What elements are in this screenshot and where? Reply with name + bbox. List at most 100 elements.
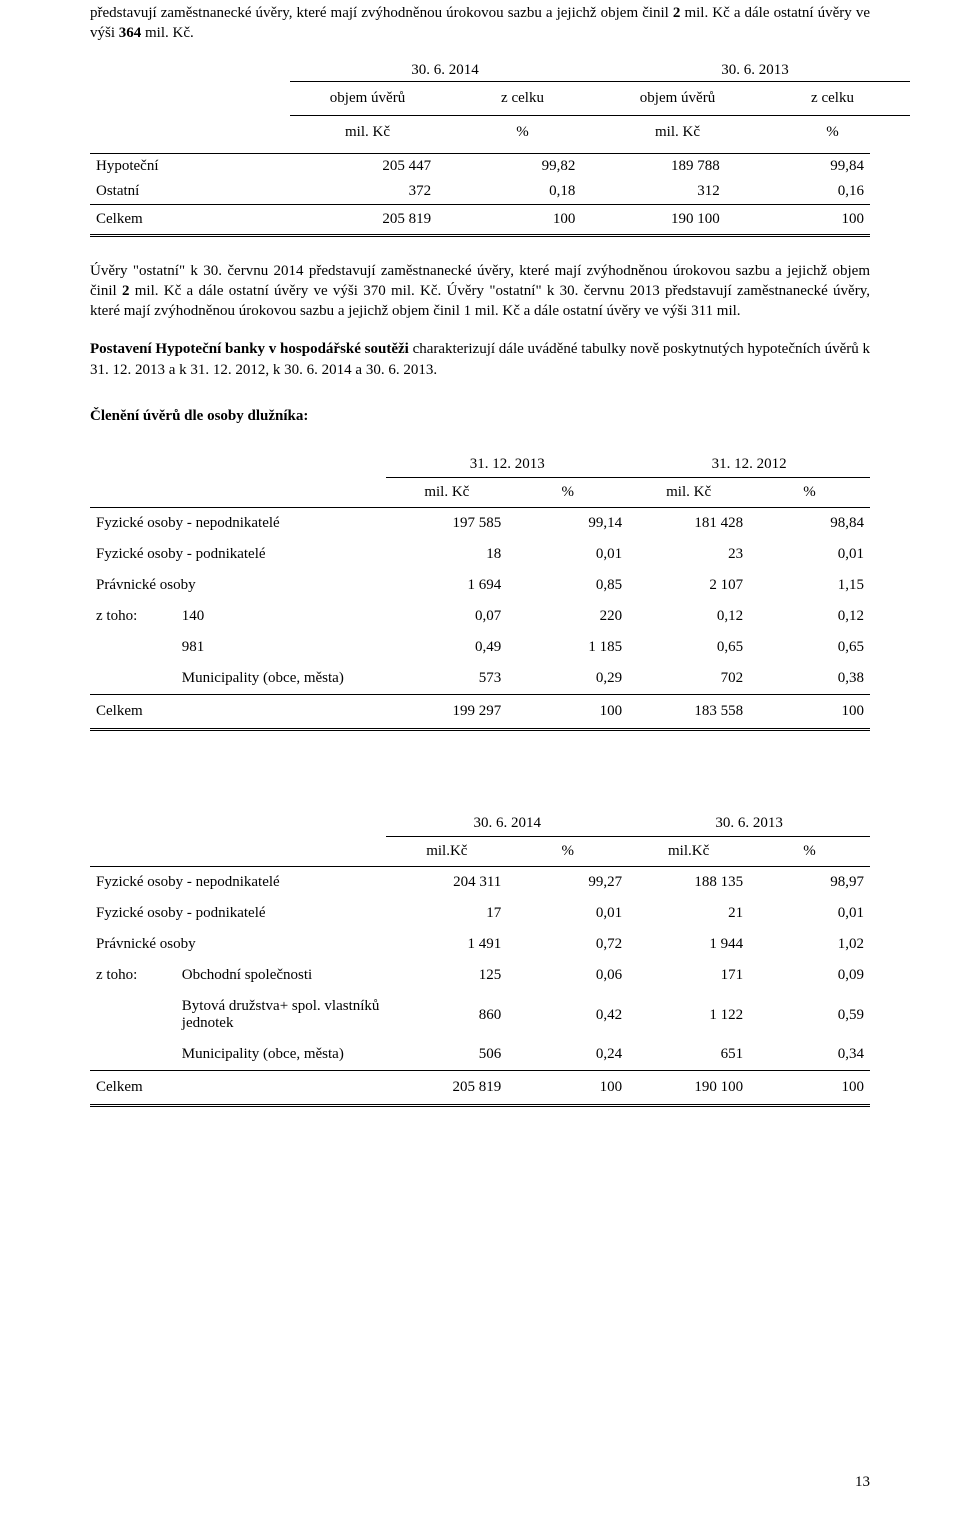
cell: 205 447 [293,153,437,179]
text-bold: 364 [119,25,142,41]
cell: 0,34 [749,1039,870,1071]
cell: 181 428 [628,508,749,540]
cell: 573 [386,663,507,695]
cell: 2 107 [628,570,749,601]
text: mil. Kč a dále ostatní úvěry ve výši 370… [90,283,870,319]
cell: 860 [386,991,507,1039]
col-unit: mil.Kč [628,837,749,867]
cell: 0,38 [749,663,870,695]
cell: 100 [749,1071,870,1106]
cell: 0,12 [749,601,870,632]
paragraph-uvery-ostatni: Úvěry "ostatní" k 30. červnu 2014 předst… [90,261,870,322]
col-unit: mil. Kč [386,478,507,508]
cell: 220 [507,601,628,632]
col-unit: % [755,115,910,145]
cell: 0,16 [726,179,870,205]
cell: 0,49 [386,632,507,663]
cell: 1 944 [628,929,749,960]
cell: 0,01 [749,898,870,929]
cell: 199 297 [386,695,507,730]
cell: 1 694 [386,570,507,601]
text: mil. Kč. [141,25,194,41]
cell: 0,09 [749,960,870,991]
intro-paragraph: představují zaměstnanecké úvěry, které m… [90,3,870,44]
page-number: 13 [855,1474,870,1491]
row-label: Ostatní [90,179,293,205]
cell: 183 558 [628,695,749,730]
cell: 0,01 [507,539,628,570]
cell: 0,72 [507,929,628,960]
cell: 1 185 [507,632,628,663]
col-unit: mil.Kč [386,837,507,867]
cell: 205 819 [386,1071,507,1106]
cell: 0,18 [437,179,581,205]
cell: 1 491 [386,929,507,960]
col-sub: objem úvěrů [290,81,445,115]
col-unit: % [749,478,870,508]
cell: 0,59 [749,991,870,1039]
row-label: 981 [176,632,387,663]
row-total-label: Celkem [90,204,293,235]
table-by-debtor-2014-2013: 30. 6. 2014 30. 6. 2013 mil.Kč % mil.Kč … [90,811,870,1107]
cell: 100 [437,204,581,235]
cell: 205 819 [293,204,437,235]
cell: 100 [507,695,628,730]
col-sub: z celku [445,81,600,115]
cell: 188 135 [628,867,749,899]
col-date: 30. 6. 2014 [290,58,600,82]
row-label-prefix: z toho: [90,960,176,991]
cell: 0,01 [507,898,628,929]
text-bold: Postavení Hypoteční banky v hospodářské … [90,341,413,357]
cell: 0,65 [628,632,749,663]
cell: 197 585 [386,508,507,540]
row-label: 140 [176,601,387,632]
cell: 651 [628,1039,749,1071]
cell: 0,42 [507,991,628,1039]
cell: 100 [749,695,870,730]
text: představují zaměstnanecké úvěry, které m… [90,5,673,21]
col-unit: mil. Kč [290,115,445,145]
section-title-cleneni: Členění úvěrů dle osoby dlužníka: [90,406,870,426]
table-by-debtor-2013-2012: 31. 12. 2013 31. 12. 2012 mil. Kč % mil.… [90,452,870,731]
cell: 0,12 [628,601,749,632]
cell: 0,29 [507,663,628,695]
cell: 312 [581,179,725,205]
cell: 190 100 [628,1071,749,1106]
row-label: Právnické osoby [90,929,386,960]
cell: 17 [386,898,507,929]
cell: 702 [628,663,749,695]
col-unit: % [749,837,870,867]
cell: 99,27 [507,867,628,899]
cell: 0,01 [749,539,870,570]
cell: 0,65 [749,632,870,663]
col-sub: z celku [755,81,910,115]
cell: 100 [726,204,870,235]
row-label: Fyzické osoby - nepodnikatelé [90,867,386,899]
row-label: Municipality (obce, města) [176,663,387,695]
cell: 18 [386,539,507,570]
cell: 204 311 [386,867,507,899]
cell: 99,84 [726,153,870,179]
col-sub: objem úvěrů [600,81,755,115]
cell: 0,85 [507,570,628,601]
cell: 21 [628,898,749,929]
cell: 23 [628,539,749,570]
cell: 1 122 [628,991,749,1039]
cell: 99,82 [437,153,581,179]
row-label: Obchodní společnosti [176,960,387,991]
cell: 98,97 [749,867,870,899]
cell: 98,84 [749,508,870,540]
cell: 506 [386,1039,507,1071]
cell: 1,02 [749,929,870,960]
cell: 125 [386,960,507,991]
text-bold: Členění úvěrů dle osoby dlužníka: [90,408,308,424]
col-unit: % [445,115,600,145]
cell: 0,07 [386,601,507,632]
cell: 100 [507,1071,628,1106]
col-unit: mil. Kč [600,115,755,145]
cell: 189 788 [581,153,725,179]
cell: 190 100 [581,204,725,235]
col-unit: % [507,837,628,867]
row-label: Fyzické osoby - podnikatelé [90,898,386,929]
cell: 0,24 [507,1039,628,1071]
